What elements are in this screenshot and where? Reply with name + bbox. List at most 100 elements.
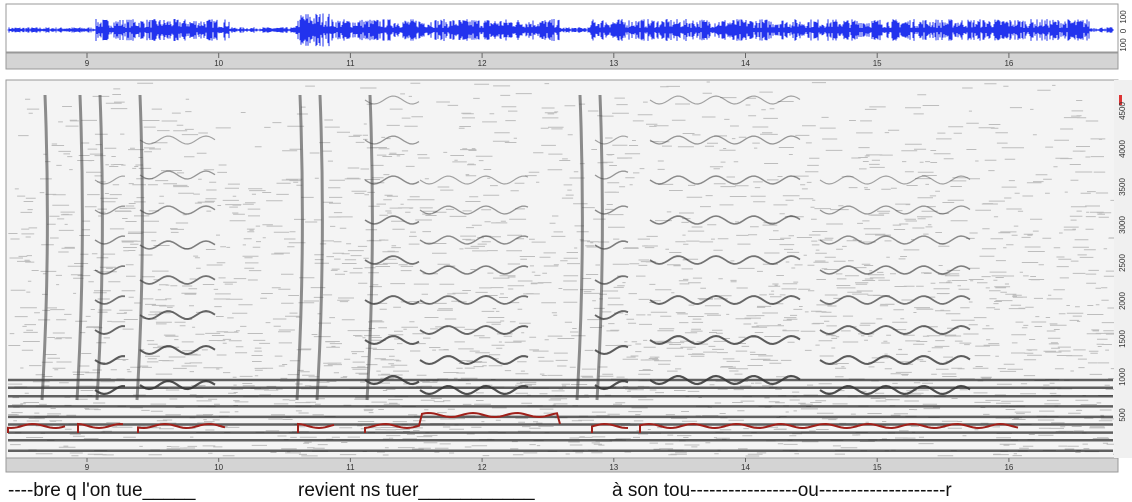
onset xyxy=(365,94,374,401)
harmonic xyxy=(649,215,801,225)
onset xyxy=(595,94,604,401)
time-label: 11 xyxy=(346,463,355,472)
pitch-contour xyxy=(297,422,335,433)
waveform-scale-label: 100 xyxy=(1119,10,1128,24)
lyric: revient ns tuer___________ xyxy=(298,480,535,501)
frequency-label: 4000 xyxy=(1118,140,1127,158)
harmonic xyxy=(139,170,216,180)
frequency-label: 3000 xyxy=(1118,216,1127,234)
harmonic xyxy=(139,240,216,250)
time-label: 13 xyxy=(609,463,618,472)
harmonic xyxy=(419,325,529,335)
frequency-label: 500 xyxy=(1118,408,1127,422)
waveform xyxy=(7,13,1114,47)
time-ruler-bottom xyxy=(5,457,1119,473)
pitch-contour xyxy=(7,422,66,433)
harmonic xyxy=(819,205,971,215)
harmonic xyxy=(649,295,801,305)
harmonic xyxy=(419,354,529,366)
harmonic xyxy=(139,310,216,320)
harmonic xyxy=(649,95,801,105)
harmonic xyxy=(364,295,420,305)
frequency-label: 2000 xyxy=(1118,292,1127,310)
spectral-noise xyxy=(8,81,1125,457)
harmonic xyxy=(819,354,971,366)
waveform-scale-label: 100 xyxy=(1119,38,1128,52)
harmonic xyxy=(139,205,216,215)
onset xyxy=(75,94,84,401)
harmonic xyxy=(419,384,529,396)
time-label: 12 xyxy=(478,463,487,472)
low-frequency-bands xyxy=(8,378,1113,453)
time-label: 15 xyxy=(873,59,882,68)
harmonic xyxy=(364,135,420,145)
pitch-contour xyxy=(639,422,1019,433)
harmonic xyxy=(419,235,529,245)
harmonic xyxy=(819,265,971,275)
pitch-contour xyxy=(591,422,629,433)
time-label: 11 xyxy=(346,59,355,68)
time-label: 16 xyxy=(1004,463,1013,472)
harmonic xyxy=(419,295,529,305)
harmonic xyxy=(139,135,216,145)
time-label: 14 xyxy=(741,463,750,472)
harmonic xyxy=(819,235,971,245)
onset xyxy=(295,94,304,401)
harmonic xyxy=(649,334,801,346)
harmonic xyxy=(819,175,971,185)
time-label: 12 xyxy=(478,59,487,68)
harmonic xyxy=(364,215,420,225)
harmonic xyxy=(419,205,529,215)
onset xyxy=(135,94,144,401)
waveform-scale-label: 0 xyxy=(1119,28,1128,33)
frequency-label: 4500 xyxy=(1118,102,1127,120)
cursor-marker xyxy=(1119,95,1122,105)
pitch-contour xyxy=(364,411,561,433)
harmonic xyxy=(94,235,126,245)
onset xyxy=(575,94,584,401)
onset xyxy=(315,94,324,401)
harmonic xyxy=(364,255,420,265)
time-ruler-top xyxy=(5,52,1119,70)
time-label: 16 xyxy=(1004,59,1013,68)
time-label: 13 xyxy=(609,59,618,68)
spectrogram xyxy=(7,81,1125,457)
harmonic xyxy=(649,374,801,386)
harmonic xyxy=(649,175,801,185)
harmonic xyxy=(94,175,126,185)
lyric: à son tou-----------------ou------------… xyxy=(612,480,952,501)
harmonic xyxy=(364,95,420,105)
harmonic xyxy=(94,205,126,215)
frequency-label: 3500 xyxy=(1118,178,1127,196)
harmonic xyxy=(139,344,216,356)
harmonic xyxy=(649,255,801,265)
time-label: 9 xyxy=(85,59,90,68)
time-label: 15 xyxy=(873,463,882,472)
lyric: ----bre q l'on tue_____ xyxy=(8,480,196,501)
harmonic xyxy=(819,295,971,305)
time-label: 10 xyxy=(214,59,223,68)
onset xyxy=(40,94,49,401)
harmonic xyxy=(819,325,971,335)
harmonic xyxy=(649,135,801,145)
time-label: 10 xyxy=(214,463,223,472)
harmonic xyxy=(364,335,420,346)
harmonic xyxy=(594,205,629,215)
harmonic xyxy=(139,275,216,285)
time-label: 14 xyxy=(741,59,750,68)
harmonic xyxy=(364,374,420,386)
frequency-label: 2500 xyxy=(1118,254,1127,272)
frequency-label: 1000 xyxy=(1118,368,1127,386)
frequency-axis xyxy=(1114,80,1132,458)
harmonic xyxy=(94,384,126,396)
harmonic xyxy=(594,240,629,250)
onset xyxy=(95,94,104,401)
harmonic xyxy=(419,265,529,275)
harmonic xyxy=(419,175,529,185)
harmonic xyxy=(94,265,126,275)
harmonic xyxy=(364,175,420,185)
time-label: 9 xyxy=(85,463,90,472)
harmonic xyxy=(139,379,216,391)
harmonic xyxy=(819,384,971,396)
